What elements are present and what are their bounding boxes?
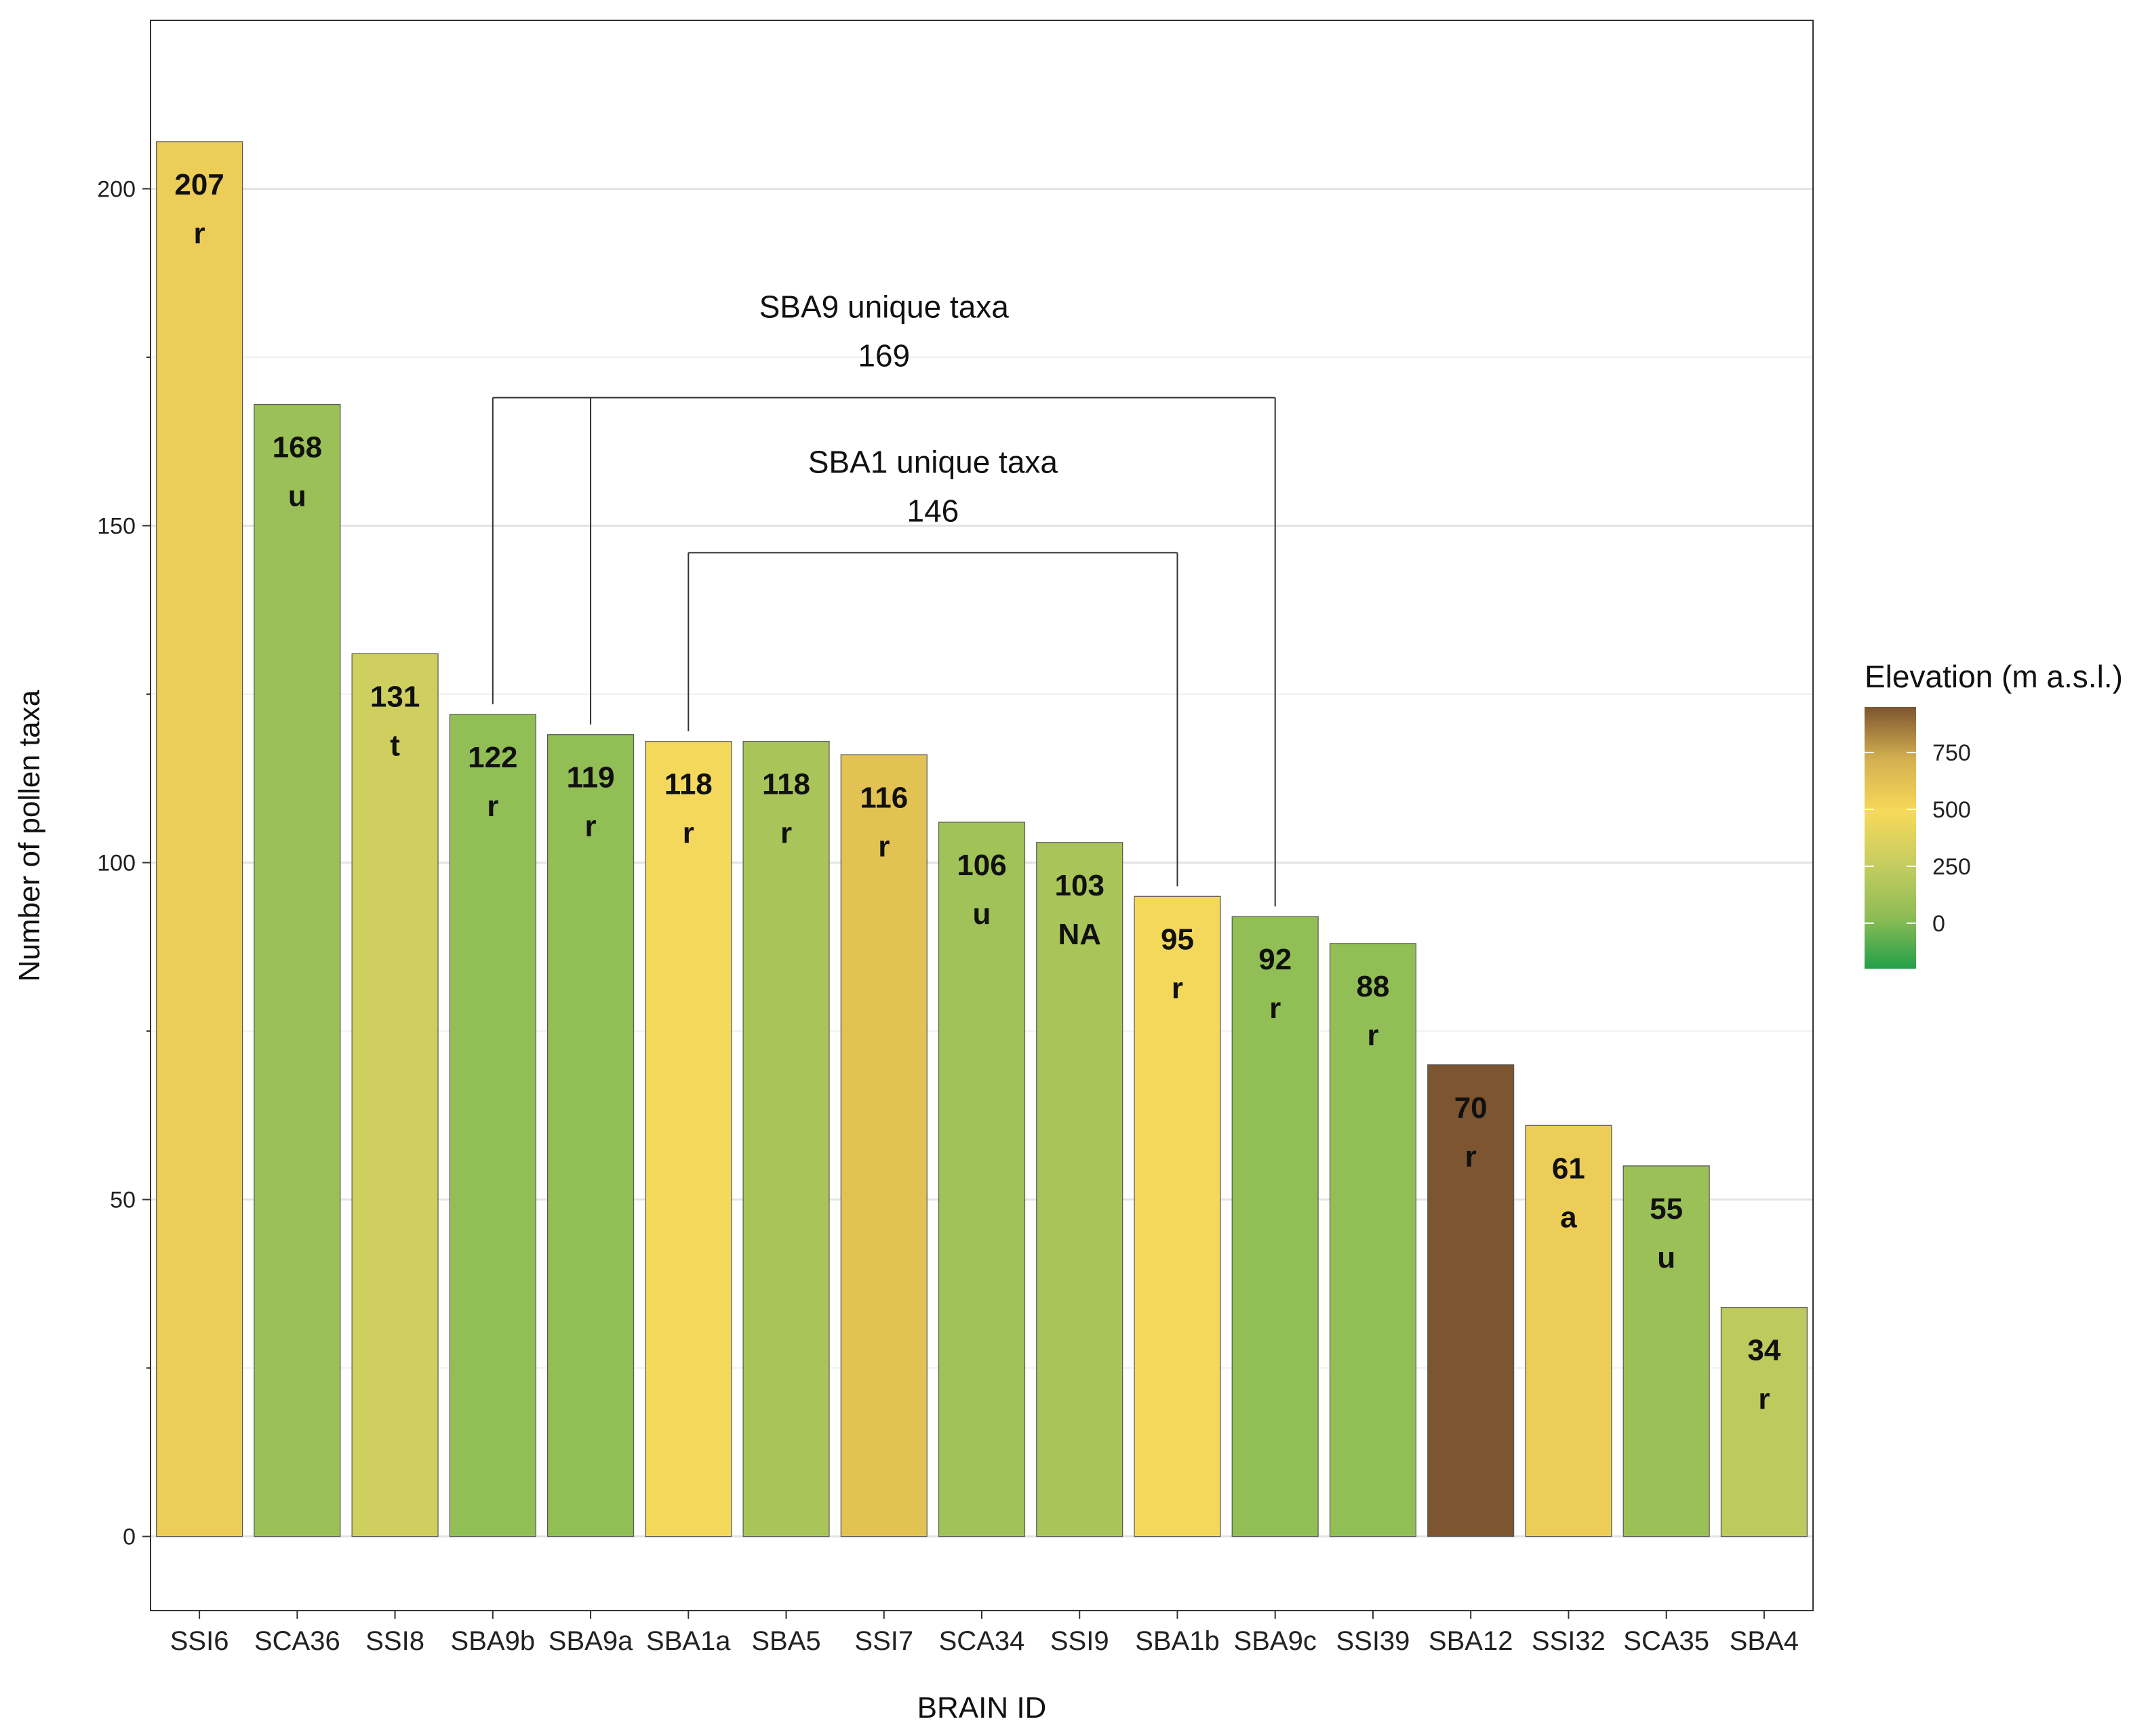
bar-value-label: 70 <box>1454 1091 1488 1125</box>
legend-ticks: 0 250 500 750 <box>1865 740 1971 937</box>
bar-ssi7 <box>840 754 928 1537</box>
legend: Elevation (m a.s.l.) 0 250 500 750 <box>1865 659 2123 969</box>
x-tick-label: SCA34 <box>939 1626 1025 1656</box>
x-tick-label: SBA9b <box>451 1626 536 1656</box>
bar-code-label: a <box>1560 1200 1577 1234</box>
bar-code-label: r <box>584 810 596 843</box>
legend-tick-label: 250 <box>1932 854 1971 880</box>
y-axis: 0 50 100 150 200 <box>97 177 151 1550</box>
bar-sba5 <box>742 741 830 1537</box>
y-axis-title: Number of pollen taxa <box>13 689 46 982</box>
bar-code-label: r <box>780 817 792 850</box>
bar-code-label: r <box>1269 992 1281 1025</box>
x-tick-label: SCA36 <box>254 1626 340 1656</box>
bar-sba9a <box>546 734 635 1537</box>
legend-tick-label: 500 <box>1932 797 1971 823</box>
bracket-count: 146 <box>907 493 959 528</box>
bar-sba9c <box>1231 916 1319 1537</box>
bar-code-label: r <box>683 817 694 850</box>
bar-code-label: u <box>1657 1241 1675 1274</box>
x-tick-label: SBA5 <box>751 1626 820 1656</box>
y-tick-label: 0 <box>123 1525 136 1550</box>
x-tick-label: SBA9a <box>549 1626 633 1656</box>
bracket-title: SBA1 unique taxa <box>808 444 1058 479</box>
legend-colorbar <box>1865 707 1916 969</box>
bars <box>156 141 1808 1537</box>
bar-code-label: u <box>973 897 991 931</box>
x-axis: SSI6 SCA36 SSI8 SBA9b SBA9a SBA1a SBA5 SSI7 SCA3… <box>170 1611 1799 1656</box>
bar-ssi32 <box>1525 1125 1612 1537</box>
y-tick-label: 50 <box>110 1188 136 1213</box>
bar-value-label: 116 <box>860 782 908 815</box>
x-tick-label: SSI8 <box>365 1626 424 1656</box>
bar-value-label: 122 <box>468 741 517 774</box>
brackets: SBA9 unique taxa 169 SBA1 unique taxa 146 <box>492 289 1276 907</box>
bar-sba4 <box>1720 1307 1808 1537</box>
bar-value-label: 119 <box>567 761 615 794</box>
x-tick-label: SBA1b <box>1135 1626 1220 1656</box>
x-tick-label: SSI7 <box>854 1626 913 1656</box>
x-tick-label: SCA35 <box>1623 1626 1709 1656</box>
bar-ssi6 <box>156 141 243 1537</box>
bar-value-label: 106 <box>957 849 1006 882</box>
bar-ssi8 <box>351 653 439 1537</box>
x-tick-label: SSI32 <box>1532 1626 1606 1656</box>
legend-tick-label: 0 <box>1932 911 1945 937</box>
bar-code-label: r <box>1465 1140 1477 1173</box>
bar-code-label: t <box>390 729 400 762</box>
bar-value-label: 34 <box>1747 1334 1780 1367</box>
bar-sca34 <box>938 822 1026 1537</box>
legend-tick-label: 750 <box>1932 740 1971 766</box>
bar-code-label: r <box>194 217 205 250</box>
y-tick-label: 100 <box>97 851 136 876</box>
bar-value-label: 131 <box>370 680 420 713</box>
bar-value-label: 103 <box>1055 869 1104 902</box>
bar-value-label: 61 <box>1552 1152 1585 1185</box>
bar-code-label: r <box>1367 1019 1378 1052</box>
legend-title: Elevation (m a.s.l.) <box>1865 659 2123 694</box>
y-tick-label: 200 <box>97 177 136 203</box>
bar-value-label: 88 <box>1356 970 1389 1003</box>
bar-value-label: 55 <box>1650 1192 1683 1226</box>
x-tick-label: SBA12 <box>1429 1626 1513 1656</box>
x-axis-title: BRAIN ID <box>917 1691 1047 1724</box>
x-tick-label: SBA4 <box>1730 1626 1799 1656</box>
x-tick-label: SSI9 <box>1050 1626 1109 1656</box>
bar-code-label: u <box>288 480 306 513</box>
bar-code-label: r <box>1758 1383 1770 1416</box>
bar-ssi39 <box>1329 943 1417 1537</box>
bar-value-label: 207 <box>174 168 224 201</box>
bracket-count: 169 <box>858 338 910 374</box>
bar-value-label: 118 <box>762 768 810 801</box>
bar-sba1a <box>645 741 732 1537</box>
bar-value-label: 95 <box>1161 923 1194 956</box>
bar-sca35 <box>1623 1165 1710 1537</box>
bar-value-label: 92 <box>1258 943 1292 976</box>
bar-code-label: r <box>487 790 498 823</box>
bar-sba12 <box>1427 1064 1515 1537</box>
x-tick-label: SBA9c <box>1234 1626 1317 1656</box>
bar-sca36 <box>254 404 341 1537</box>
bar-code-label: r <box>878 830 890 864</box>
bar-ssi9 <box>1036 842 1123 1537</box>
x-tick-label: SSI39 <box>1336 1626 1410 1656</box>
y-tick-label: 150 <box>97 514 136 540</box>
bar-value-label: 118 <box>664 768 713 801</box>
bar-labels: 207 r 168 u 131 t 122 r 119 r 118 r 118 r 116 r 106 u 103 N… <box>174 168 1780 1416</box>
bracket-title: SBA9 unique taxa <box>759 289 1010 325</box>
bar-value-label: 168 <box>273 431 322 464</box>
bar-code-label: NA <box>1058 918 1101 951</box>
x-tick-label: SBA1a <box>646 1626 731 1656</box>
bar-sba1b <box>1134 895 1221 1537</box>
bar-sba9b <box>449 714 536 1537</box>
x-tick-label: SSI6 <box>170 1626 229 1656</box>
bar-code-label: r <box>1172 971 1183 1005</box>
